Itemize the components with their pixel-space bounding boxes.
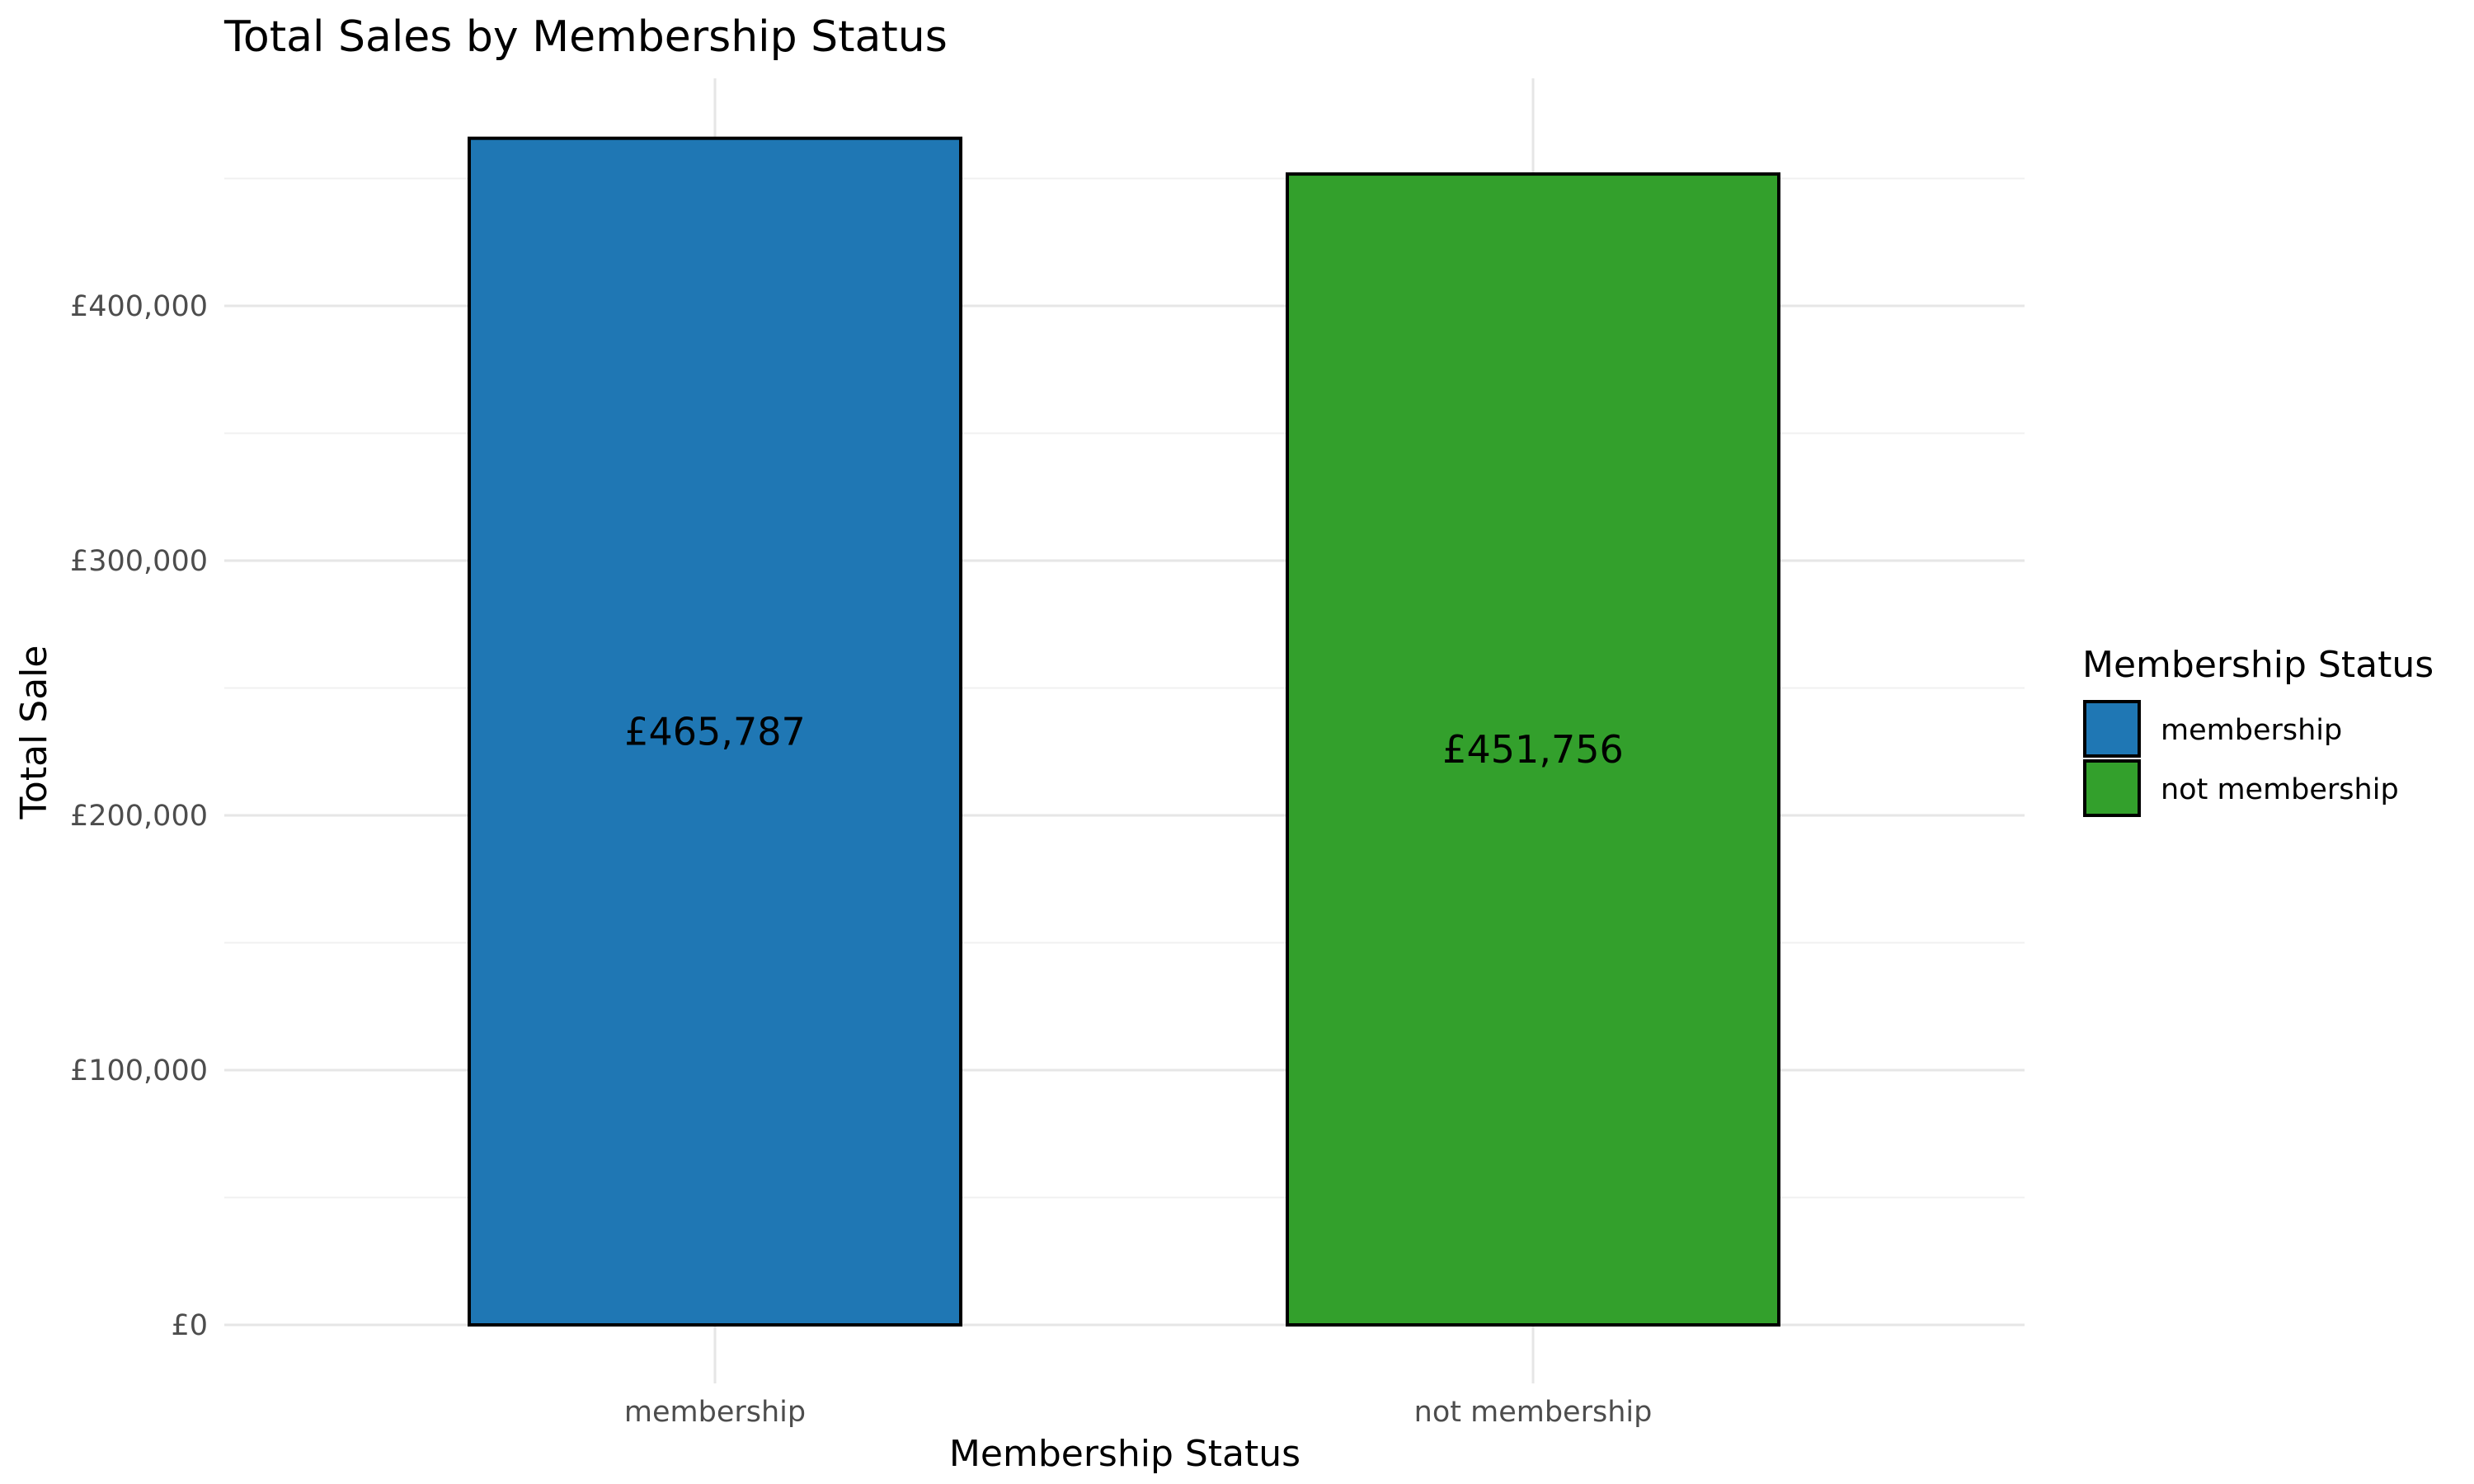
data-label: £465,787 (624, 709, 806, 754)
data-labels: £465,787 £451,756 (624, 709, 1624, 772)
legend-swatch (2083, 759, 2141, 817)
legend-swatch (2083, 700, 2141, 758)
x-tick-label: membership (624, 1396, 806, 1429)
x-axis-ticks: membership not membership (624, 1396, 1652, 1429)
x-tick-label: not membership (1414, 1396, 1653, 1429)
y-tick-label: £0 (171, 1309, 208, 1342)
bar-membership (468, 136, 962, 1327)
y-tick-label: £100,000 (70, 1054, 208, 1087)
legend-items: membership not membership (2083, 700, 2399, 817)
bars (468, 136, 1780, 1327)
y-tick-label: £400,000 (70, 290, 208, 323)
legend: Membership Status membership not membersh… (2082, 644, 2434, 817)
legend-title: Membership Status (2082, 644, 2434, 686)
y-axis-ticks: £0 £100,000 £200,000 £300,000 £400,000 (70, 290, 208, 1342)
y-tick-label: £200,000 (70, 800, 208, 833)
bar-not-membership (1286, 172, 1780, 1327)
y-tick-label: £300,000 (70, 545, 208, 578)
x-axis-title: Membership Status (949, 1433, 1300, 1475)
legend-label: not membership (2161, 773, 2399, 806)
legend-label: membership (2161, 714, 2342, 747)
data-label: £451,756 (1442, 727, 1624, 772)
y-axis-title: Total Sale (13, 646, 55, 820)
chart-title: Total Sales by Membership Status (223, 12, 948, 62)
